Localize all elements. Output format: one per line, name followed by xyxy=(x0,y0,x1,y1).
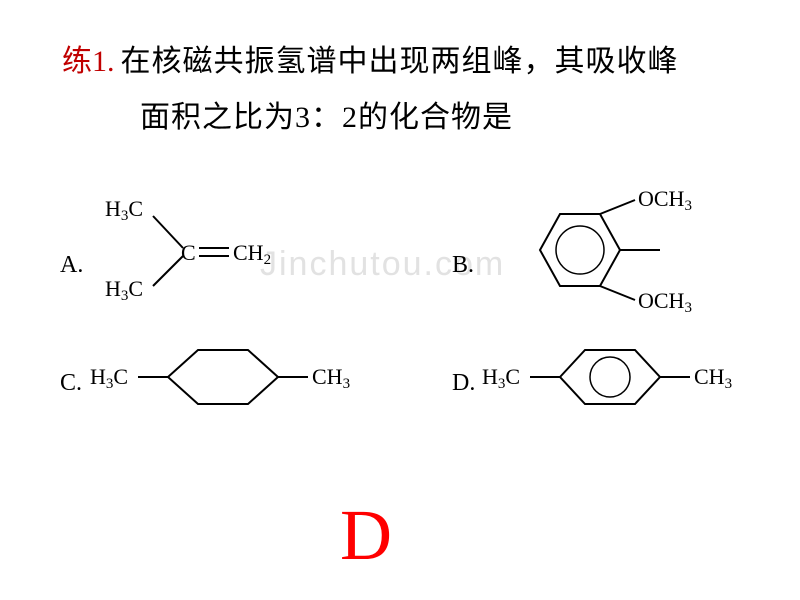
option-b-label: B. xyxy=(452,252,474,279)
svg-text:CH3: CH3 xyxy=(312,364,350,392)
option-c-structure: H3C CH3 xyxy=(90,332,380,422)
answer-letter: D xyxy=(340,494,392,577)
options-area: A. H3C H3C CH2 C B. OCH3 OCH3 C. H3C xyxy=(60,190,760,490)
question-block: 练1. 在核磁共振氢谱中出现两组峰，其吸收峰 面积之比为3：2的化合物是 xyxy=(62,36,760,136)
option-a-structure: H3C H3C CH2 C xyxy=(95,190,295,310)
question-text-1: 在核磁共振氢谱中出现两组峰，其吸收峰 xyxy=(121,36,679,80)
svg-text:OCH3: OCH3 xyxy=(638,186,692,214)
svg-text:H3C: H3C xyxy=(90,364,128,392)
option-d-structure: H3C CH3 xyxy=(482,332,772,422)
svg-text:CH3: CH3 xyxy=(694,364,732,392)
option-d-label: D. xyxy=(452,370,475,397)
question-line-1: 练1. 在核磁共振氢谱中出现两组峰，其吸收峰 xyxy=(62,36,760,80)
svg-text:H3C: H3C xyxy=(105,196,143,224)
svg-text:CH2: CH2 xyxy=(233,240,271,268)
svg-text:C: C xyxy=(181,240,196,265)
question-label: 练1. xyxy=(62,36,115,80)
option-c-label: C. xyxy=(60,370,82,397)
option-b-structure: OCH3 OCH3 xyxy=(480,184,740,324)
question-text-2: 面积之比为3：2的化合物是 xyxy=(140,92,760,136)
svg-text:OCH3: OCH3 xyxy=(638,288,692,316)
svg-text:H3C: H3C xyxy=(482,364,520,392)
option-a-label: A. xyxy=(60,252,83,279)
svg-text:H3C: H3C xyxy=(105,276,143,304)
